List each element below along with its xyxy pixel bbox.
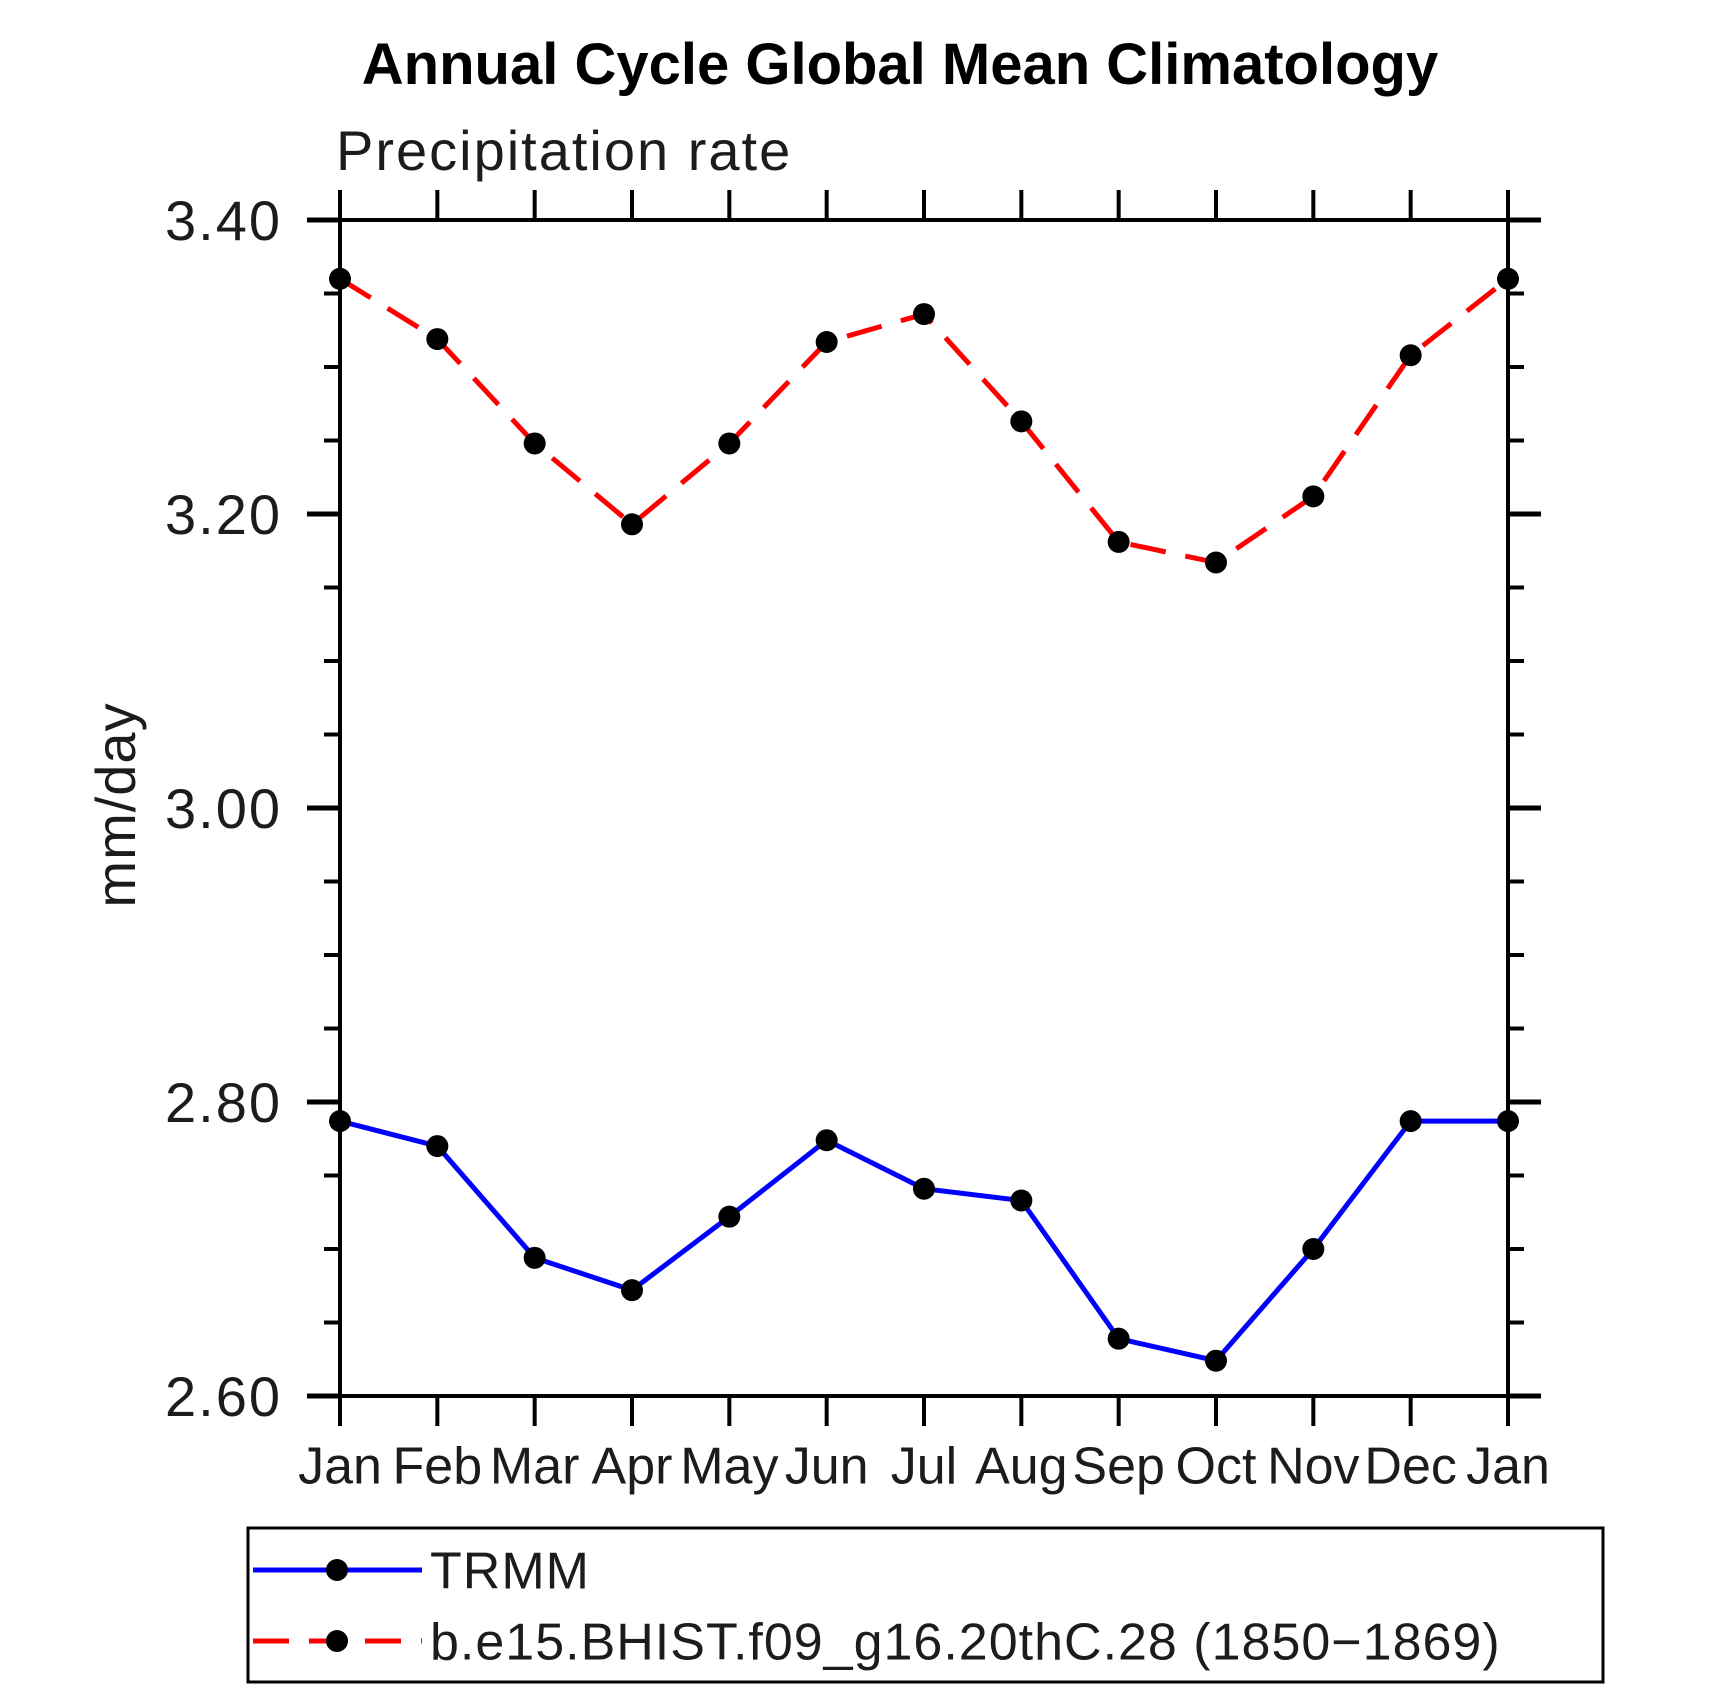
- data-point-1-Aug: [1010, 410, 1033, 433]
- x-tick-label: Jun: [785, 1438, 869, 1496]
- series-line-0: [339, 1118, 1508, 1364]
- data-point-0-Nov: [1302, 1238, 1325, 1260]
- data-point-1-Jan: [329, 267, 351, 290]
- data-point-1-Feb: [426, 328, 449, 351]
- x-tick-label: Jul: [891, 1438, 957, 1496]
- data-point-0-Jun: [815, 1129, 838, 1152]
- x-tick-label: Dec: [1364, 1438, 1456, 1496]
- y-tick-label: 3.20: [165, 483, 282, 546]
- x-tick-label: May: [680, 1438, 778, 1496]
- data-point-0-Apr: [621, 1279, 643, 1302]
- x-tick-label: Feb: [393, 1438, 483, 1496]
- legend-marker-1: [326, 1630, 348, 1652]
- data-point-1-Jan: [1497, 267, 1519, 290]
- data-point-1-Nov: [1302, 485, 1325, 508]
- legend-label-0: TRMM: [430, 1543, 590, 1601]
- data-point-0-Jan: [1497, 1110, 1519, 1133]
- x-tick-label: Mar: [490, 1438, 580, 1496]
- data-point-1-May: [718, 432, 741, 455]
- data-point-0-Jul: [913, 1177, 935, 1200]
- y-tick-label: 3.00: [165, 777, 282, 840]
- y-tick-label: 3.40: [165, 189, 282, 252]
- data-point-1-Oct: [1205, 551, 1227, 574]
- data-point-1-Mar: [523, 432, 546, 455]
- chart-subtitle: Precipitation rate: [336, 119, 792, 182]
- data-point-0-Sep: [1107, 1327, 1130, 1350]
- x-tick-label: Aug: [975, 1438, 1068, 1496]
- y-tick-label: 2.80: [165, 1071, 282, 1134]
- legend-box: [246, 1526, 1605, 1684]
- data-point-0-Oct: [1205, 1349, 1227, 1372]
- legend-marker-0: [326, 1559, 348, 1581]
- x-tick-label: Jan: [298, 1438, 382, 1496]
- plot-area: Jan Feb Mar Apr May Jun Jul Aug Sep Oct Nov Dec Jan3…: [165, 189, 1550, 1496]
- legend: TRMM b.e15.BHIST.f09_g16.20thC.28 (1850−1…: [246, 1526, 1605, 1684]
- x-tick-label: Apr: [592, 1438, 673, 1496]
- data-point-0-Dec: [1399, 1110, 1422, 1133]
- y-tick-label: 2.60: [165, 1365, 282, 1428]
- x-tick-label: Sep: [1072, 1438, 1165, 1496]
- data-point-0-Feb: [426, 1135, 449, 1158]
- data-point-1-Sep: [1107, 530, 1130, 553]
- data-point-1-Jun: [815, 331, 838, 354]
- data-point-1-Jul: [913, 303, 935, 326]
- data-point-0-Mar: [523, 1246, 546, 1269]
- data-point-1-Dec: [1399, 344, 1422, 367]
- data-point-0-Aug: [1010, 1189, 1033, 1212]
- x-tick-label: Oct: [1176, 1438, 1257, 1496]
- data-point-0-Jan: [329, 1110, 351, 1133]
- data-point-1-Apr: [621, 513, 643, 536]
- data-point-0-May: [718, 1205, 741, 1228]
- chart-title: Annual Cycle Global Mean Climatology: [362, 32, 1438, 97]
- legend-label-1: b.e15.BHIST.f09_g16.20thC.28 (1850−1869): [430, 1614, 1501, 1672]
- x-tick-label: Nov: [1267, 1438, 1359, 1496]
- y-axis-label: mm/day: [84, 702, 147, 907]
- x-tick-label: Jan: [1466, 1438, 1550, 1496]
